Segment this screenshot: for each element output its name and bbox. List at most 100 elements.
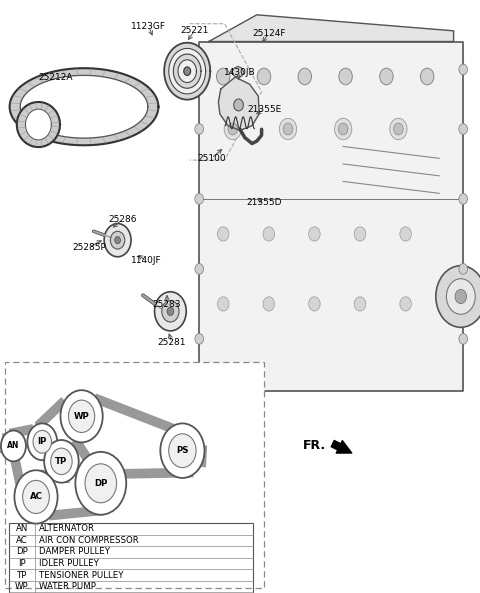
Polygon shape <box>169 49 205 94</box>
Circle shape <box>400 296 411 311</box>
Text: AC: AC <box>30 492 42 502</box>
Text: 21355D: 21355D <box>246 198 282 208</box>
Circle shape <box>85 464 117 503</box>
Circle shape <box>14 470 58 524</box>
Circle shape <box>298 68 312 85</box>
Circle shape <box>160 423 204 478</box>
Text: AN: AN <box>16 524 28 533</box>
Circle shape <box>195 263 204 275</box>
Text: WP: WP <box>74 412 89 421</box>
Circle shape <box>339 68 352 85</box>
Circle shape <box>390 119 407 139</box>
Circle shape <box>459 124 468 134</box>
Text: 1140JF: 1140JF <box>131 256 162 266</box>
Circle shape <box>459 193 468 204</box>
Circle shape <box>309 227 320 241</box>
Circle shape <box>217 296 229 311</box>
Circle shape <box>195 124 204 134</box>
Circle shape <box>195 333 204 344</box>
Circle shape <box>217 227 229 241</box>
Text: 21355E: 21355E <box>247 105 281 114</box>
Circle shape <box>257 68 271 85</box>
Polygon shape <box>231 66 244 77</box>
Circle shape <box>279 119 297 139</box>
FancyArrowPatch shape <box>331 441 352 453</box>
Circle shape <box>104 224 131 257</box>
Text: DP: DP <box>94 479 108 488</box>
Text: 25285P: 25285P <box>72 243 106 252</box>
Circle shape <box>168 433 196 468</box>
Circle shape <box>33 431 51 453</box>
Text: 25212A: 25212A <box>38 72 72 82</box>
Polygon shape <box>173 54 201 88</box>
Text: DP: DP <box>16 547 28 556</box>
Text: AIR CON COMPRESSOR: AIR CON COMPRESSOR <box>39 536 139 545</box>
Circle shape <box>436 266 480 327</box>
Circle shape <box>446 279 475 314</box>
Text: ALTERNATOR: ALTERNATOR <box>39 524 95 533</box>
Circle shape <box>44 440 79 483</box>
Polygon shape <box>218 77 259 130</box>
Polygon shape <box>164 43 210 100</box>
Circle shape <box>455 289 467 304</box>
Text: DAMPER PULLEY: DAMPER PULLEY <box>39 547 110 556</box>
Text: 25124F: 25124F <box>252 29 286 39</box>
Text: TP: TP <box>55 457 68 466</box>
Circle shape <box>115 237 120 244</box>
Circle shape <box>110 231 125 249</box>
Text: WP: WP <box>15 582 29 591</box>
Polygon shape <box>209 15 454 42</box>
Text: IP: IP <box>18 559 25 568</box>
Circle shape <box>75 452 126 515</box>
Polygon shape <box>199 42 463 391</box>
Text: IDLER PULLEY: IDLER PULLEY <box>39 559 99 568</box>
Text: TENSIONER PULLEY: TENSIONER PULLEY <box>39 570 123 579</box>
Polygon shape <box>20 75 148 138</box>
Text: 25286: 25286 <box>108 215 137 224</box>
Circle shape <box>1 431 26 461</box>
Polygon shape <box>17 102 60 147</box>
Circle shape <box>263 296 275 311</box>
Text: FR.: FR. <box>302 439 325 452</box>
Circle shape <box>234 99 243 111</box>
Circle shape <box>380 68 393 85</box>
Circle shape <box>184 67 191 75</box>
Circle shape <box>400 227 411 241</box>
Circle shape <box>167 307 174 315</box>
Circle shape <box>195 193 204 204</box>
Circle shape <box>420 68 434 85</box>
Circle shape <box>155 292 186 331</box>
Text: WATER PUMP: WATER PUMP <box>39 582 96 591</box>
Text: 25100: 25100 <box>197 154 226 163</box>
Circle shape <box>162 301 179 322</box>
Circle shape <box>51 448 72 474</box>
Circle shape <box>60 390 103 442</box>
Circle shape <box>27 423 57 460</box>
Circle shape <box>263 227 275 241</box>
Polygon shape <box>25 109 51 140</box>
Text: AC: AC <box>16 536 28 545</box>
Text: TP: TP <box>17 570 27 579</box>
Circle shape <box>216 68 230 85</box>
Text: 25221: 25221 <box>180 26 209 36</box>
Circle shape <box>23 480 49 514</box>
Circle shape <box>459 263 468 275</box>
Text: 25281: 25281 <box>157 338 186 347</box>
Circle shape <box>335 119 352 139</box>
Text: IP: IP <box>37 437 47 447</box>
Circle shape <box>224 119 241 139</box>
Circle shape <box>394 123 403 135</box>
Polygon shape <box>178 60 196 82</box>
Circle shape <box>69 400 95 432</box>
Circle shape <box>195 64 204 75</box>
Circle shape <box>338 123 348 135</box>
Text: 1430JB: 1430JB <box>224 68 256 77</box>
Text: AN: AN <box>7 441 20 451</box>
Circle shape <box>309 296 320 311</box>
Text: PS: PS <box>176 446 189 455</box>
Circle shape <box>228 123 238 135</box>
Circle shape <box>459 64 468 75</box>
Circle shape <box>459 333 468 344</box>
FancyBboxPatch shape <box>5 362 264 588</box>
Circle shape <box>354 227 366 241</box>
